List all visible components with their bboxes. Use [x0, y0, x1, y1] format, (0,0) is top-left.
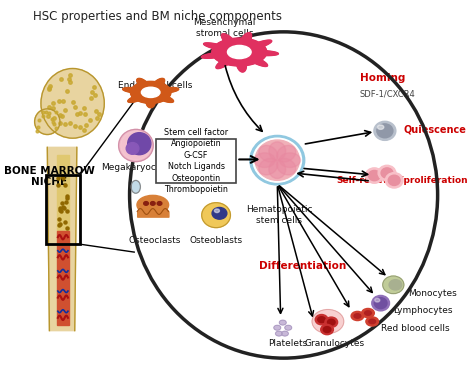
Text: Monocytes: Monocytes — [408, 290, 457, 298]
Ellipse shape — [315, 315, 328, 325]
Ellipse shape — [202, 203, 230, 228]
Ellipse shape — [312, 309, 344, 333]
Polygon shape — [123, 78, 179, 108]
Ellipse shape — [214, 209, 219, 213]
Text: HSC properties and BM niche components: HSC properties and BM niche components — [33, 10, 282, 23]
Polygon shape — [47, 147, 77, 330]
Polygon shape — [201, 33, 278, 72]
Ellipse shape — [128, 133, 151, 155]
Ellipse shape — [389, 280, 402, 290]
Ellipse shape — [269, 160, 286, 178]
Ellipse shape — [118, 130, 153, 162]
Ellipse shape — [277, 158, 296, 175]
Text: Lymphocytes: Lymphocytes — [393, 306, 453, 315]
Text: Granulocytes: Granulocytes — [304, 339, 365, 348]
Ellipse shape — [150, 202, 155, 205]
Text: SDF-1/CXCR4: SDF-1/CXCR4 — [360, 90, 415, 99]
Ellipse shape — [362, 308, 374, 318]
Ellipse shape — [255, 140, 300, 180]
Ellipse shape — [274, 325, 281, 330]
Ellipse shape — [369, 319, 375, 324]
Text: Osteoclasts: Osteoclasts — [129, 236, 181, 245]
Ellipse shape — [365, 311, 371, 315]
Ellipse shape — [377, 124, 393, 138]
Ellipse shape — [212, 208, 227, 219]
Ellipse shape — [282, 331, 288, 336]
Ellipse shape — [126, 142, 139, 154]
Ellipse shape — [354, 314, 361, 318]
Ellipse shape — [279, 320, 286, 325]
Ellipse shape — [318, 317, 325, 323]
Text: Stem cell factor
Angiopoietin
G-CSF
Notch Ligands
Osteopontin
Thrombopoietin: Stem cell factor Angiopoietin G-CSF Notc… — [164, 128, 228, 194]
Ellipse shape — [385, 173, 403, 188]
Text: Quiescence: Quiescence — [404, 124, 467, 134]
Ellipse shape — [259, 145, 278, 162]
Ellipse shape — [131, 180, 140, 193]
Ellipse shape — [277, 145, 296, 162]
Ellipse shape — [374, 298, 387, 309]
Ellipse shape — [374, 121, 396, 140]
Ellipse shape — [325, 317, 337, 328]
Ellipse shape — [366, 317, 379, 326]
Ellipse shape — [259, 158, 278, 175]
Text: Red blood cells: Red blood cells — [381, 324, 449, 333]
Text: BONE MARROW
NICHE: BONE MARROW NICHE — [4, 166, 95, 187]
Ellipse shape — [285, 325, 292, 330]
Ellipse shape — [250, 135, 305, 185]
Text: Platelets: Platelets — [268, 339, 308, 348]
Text: Self-renewal/proliferation: Self-renewal/proliferation — [336, 176, 467, 185]
Ellipse shape — [228, 45, 251, 59]
Ellipse shape — [378, 165, 396, 181]
Ellipse shape — [377, 125, 384, 130]
Ellipse shape — [375, 298, 380, 302]
Polygon shape — [56, 155, 69, 231]
Ellipse shape — [234, 49, 240, 52]
Ellipse shape — [321, 325, 333, 335]
Ellipse shape — [328, 319, 335, 325]
Ellipse shape — [383, 276, 404, 294]
Ellipse shape — [157, 202, 162, 205]
Ellipse shape — [121, 131, 151, 160]
Ellipse shape — [144, 202, 148, 205]
Text: Megakaryocytes: Megakaryocytes — [101, 163, 175, 172]
Ellipse shape — [146, 90, 151, 92]
Ellipse shape — [141, 87, 160, 98]
Ellipse shape — [381, 168, 393, 178]
Ellipse shape — [41, 68, 104, 138]
Text: Osteoblasts: Osteoblasts — [190, 236, 243, 245]
Text: Hematopoietic
stem cells: Hematopoietic stem cells — [246, 205, 313, 225]
Ellipse shape — [388, 175, 400, 185]
Text: Mesenchymal
stromal cells: Mesenchymal stromal cells — [193, 18, 255, 38]
Text: Homing: Homing — [360, 73, 405, 83]
FancyBboxPatch shape — [156, 139, 236, 183]
Polygon shape — [56, 231, 69, 325]
Ellipse shape — [279, 153, 301, 167]
Ellipse shape — [323, 327, 331, 332]
Ellipse shape — [368, 170, 380, 181]
Ellipse shape — [35, 109, 60, 135]
Ellipse shape — [137, 195, 169, 215]
Text: Endothelial cells: Endothelial cells — [118, 81, 192, 89]
Ellipse shape — [351, 311, 364, 321]
Ellipse shape — [372, 296, 390, 311]
Ellipse shape — [275, 331, 283, 336]
Ellipse shape — [365, 168, 383, 183]
Ellipse shape — [253, 138, 301, 182]
Ellipse shape — [254, 153, 275, 167]
Bar — [46, 174, 80, 244]
Text: Differentiation: Differentiation — [259, 262, 346, 272]
Ellipse shape — [269, 142, 286, 160]
